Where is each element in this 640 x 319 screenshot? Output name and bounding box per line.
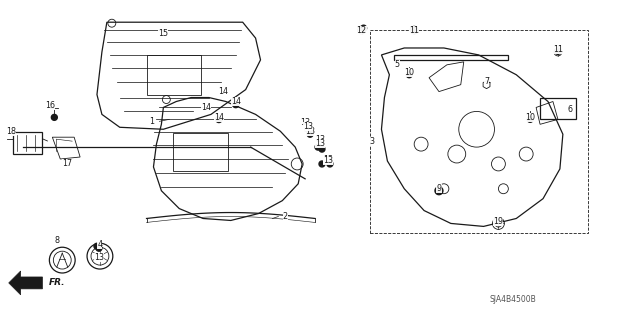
Text: 2: 2 [283, 212, 288, 221]
Polygon shape [412, 28, 417, 33]
Text: 13: 13 [303, 122, 313, 131]
Polygon shape [232, 101, 239, 108]
Text: 15: 15 [158, 29, 168, 38]
Polygon shape [307, 131, 313, 137]
Polygon shape [305, 126, 311, 132]
Polygon shape [556, 49, 561, 55]
Text: 17: 17 [62, 160, 72, 168]
Text: 13: 13 [94, 253, 104, 262]
Text: 14: 14 [201, 103, 211, 112]
Polygon shape [94, 243, 100, 249]
Polygon shape [51, 115, 58, 120]
Text: 14: 14 [218, 87, 228, 96]
Bar [394, 55, 508, 60]
Text: 13: 13 [323, 154, 333, 164]
Text: 16: 16 [45, 101, 56, 110]
Text: 13: 13 [323, 157, 333, 166]
Text: 9: 9 [436, 184, 442, 193]
Polygon shape [327, 161, 333, 167]
Text: 6: 6 [567, 105, 572, 114]
Polygon shape [319, 161, 325, 167]
Text: 1: 1 [149, 117, 154, 126]
Bar [369, 30, 588, 234]
Polygon shape [9, 271, 42, 295]
Text: 19: 19 [493, 217, 504, 226]
Text: 13: 13 [315, 135, 325, 144]
Bar [173, 133, 228, 171]
Text: 12: 12 [356, 26, 367, 35]
Text: 8: 8 [55, 236, 60, 245]
Bar [147, 55, 201, 94]
Polygon shape [435, 187, 443, 195]
Text: FR.: FR. [49, 278, 65, 287]
Text: 10: 10 [404, 68, 414, 77]
Polygon shape [315, 144, 321, 150]
Text: 13: 13 [305, 127, 315, 136]
Text: 14: 14 [231, 97, 241, 106]
Bar [13, 132, 42, 154]
Text: 4: 4 [97, 240, 102, 249]
Polygon shape [406, 72, 412, 78]
Text: 7: 7 [484, 77, 489, 86]
Polygon shape [216, 116, 222, 122]
Bar [540, 98, 576, 119]
Text: SJA4B4500B: SJA4B4500B [490, 295, 537, 304]
Polygon shape [527, 116, 533, 122]
Text: 14: 14 [214, 113, 224, 122]
Text: 10: 10 [525, 113, 535, 122]
Text: 18: 18 [6, 127, 16, 136]
Polygon shape [96, 245, 102, 251]
Text: 5: 5 [395, 60, 400, 69]
Text: 13: 13 [315, 139, 325, 148]
Text: 13: 13 [300, 118, 310, 127]
Polygon shape [361, 25, 367, 31]
Polygon shape [319, 146, 325, 152]
Text: 11: 11 [553, 46, 563, 55]
Text: 3: 3 [369, 137, 374, 146]
Text: 11: 11 [409, 26, 419, 35]
